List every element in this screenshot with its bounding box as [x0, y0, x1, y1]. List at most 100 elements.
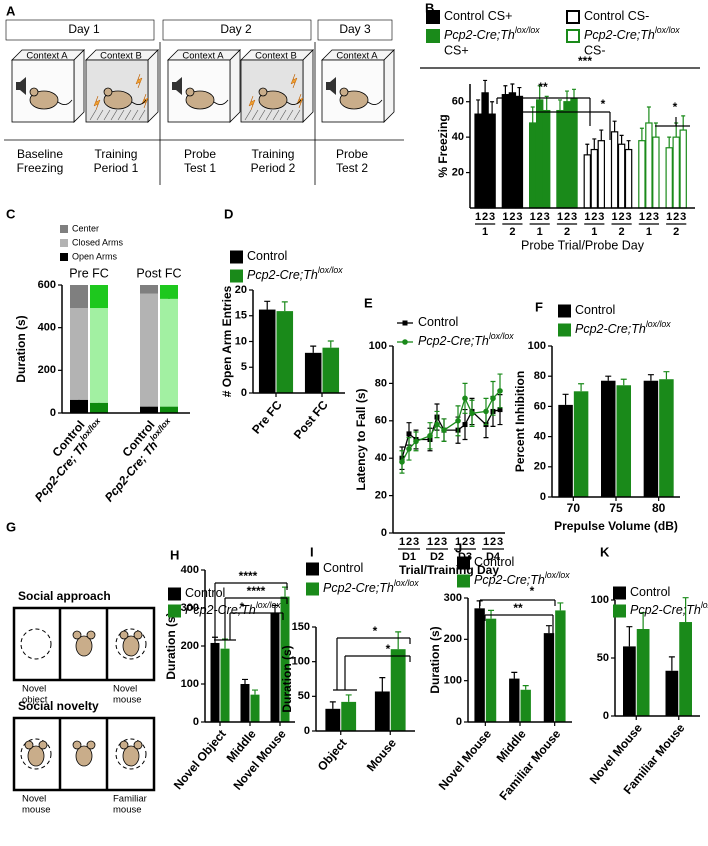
y-tick-label: 20: [235, 284, 247, 296]
panel-label: K: [600, 544, 610, 559]
bar: [520, 689, 531, 722]
bar: [610, 131, 619, 209]
point: [497, 407, 503, 413]
text-part: Pcp2-Cre;Th: [474, 573, 545, 587]
cage: [20, 628, 52, 660]
group-label: 2: [509, 226, 515, 238]
x-tick-label: 2: [591, 211, 597, 223]
bar: [590, 148, 599, 209]
grid-floor: [286, 109, 294, 121]
legend-swatch: [426, 29, 440, 43]
chamber-label: object: [22, 695, 48, 706]
y-tick-label: 0: [50, 407, 56, 419]
bar: [304, 352, 322, 393]
y-tick-label: 20: [375, 490, 387, 502]
bar: [374, 691, 390, 731]
legend-swatch: [306, 562, 319, 576]
y-tick-label: 10: [235, 335, 247, 347]
grid-floor: [117, 109, 125, 121]
mouse: [27, 745, 45, 767]
x-tick-label: 1: [584, 211, 590, 223]
mouse-ear: [24, 740, 34, 750]
text-part: lox/lox: [545, 570, 570, 580]
x-tick-label: 70: [567, 501, 581, 515]
x-tick-label: 1: [502, 211, 508, 223]
text-part: Control: [323, 561, 363, 575]
error-bar: [517, 86, 522, 97]
phase-label: Period 2: [251, 161, 296, 175]
phase-label: Probe: [184, 147, 216, 161]
error-bar: [281, 301, 288, 312]
context-label: Context A: [336, 51, 378, 62]
bar-segment: [160, 285, 178, 299]
error-bar: [646, 106, 651, 123]
legend-label: Pcp2-Cre;Thlox/lox: [323, 578, 419, 595]
text-part: Control CS-: [584, 9, 649, 23]
error-bar: [639, 127, 644, 141]
bar-segment: [140, 293, 158, 407]
legend-label: Center: [72, 223, 99, 233]
chamber-side: [302, 49, 314, 123]
panel-label: A: [6, 3, 16, 18]
error-bar: [544, 95, 549, 111]
panel-label: B: [425, 0, 434, 15]
y-tick-label: 200: [444, 633, 462, 645]
error-bar: [667, 136, 672, 148]
x-tick-label: 3: [680, 211, 686, 223]
mouse: [75, 635, 93, 657]
y-tick-label: 0: [304, 725, 310, 737]
context-label: Context B: [100, 51, 142, 62]
y-axis-title: Latency to Fall (s): [354, 388, 368, 490]
point: [441, 427, 447, 433]
bar: [555, 610, 566, 722]
bar-segment: [140, 406, 158, 413]
mouse: [258, 90, 288, 110]
x-tick-label: 1: [530, 211, 536, 223]
legend-label: Open Arms: [72, 251, 118, 261]
point: [490, 395, 496, 402]
y-tick-label: 80: [375, 377, 387, 389]
y-tick-label: 80: [534, 370, 546, 382]
grid-floor: [265, 109, 273, 121]
bar: [672, 136, 680, 209]
bar: [597, 140, 606, 209]
mouse-tail: [213, 99, 229, 105]
day-label: Day 1: [68, 22, 100, 36]
error-bar: [647, 374, 654, 381]
y-tick-label: 5: [241, 361, 247, 373]
mouse-ear: [38, 740, 48, 750]
point: [406, 431, 412, 437]
point: [483, 408, 489, 415]
panel-label: D: [224, 206, 233, 221]
text-part: Pcp2-Cre;Th: [247, 268, 318, 282]
bar: [617, 143, 626, 209]
y-tick-label: 40: [452, 131, 464, 143]
cage: [115, 738, 147, 770]
mouse: [185, 90, 215, 110]
bar: [665, 670, 679, 716]
error-bar: [619, 134, 624, 145]
group-label: 1: [591, 226, 597, 238]
bar: [679, 129, 687, 209]
y-tick-label: 0: [381, 527, 387, 539]
grid-floor: [251, 109, 259, 121]
error-bar: [626, 626, 633, 647]
legend-label: Pcp2-Cre;Thlox/lox: [630, 600, 708, 617]
error-bar: [490, 101, 495, 115]
x-tick-label: 1: [639, 211, 645, 223]
bar: [509, 678, 520, 722]
y-tick-label: 20: [534, 461, 546, 473]
group-label: 1: [537, 226, 543, 238]
significance-label: *: [240, 600, 245, 614]
point: [469, 410, 475, 417]
legend-label: Control: [247, 249, 287, 263]
text-part: Control: [185, 586, 225, 600]
x-tick-label: Object: [315, 736, 350, 774]
bar: [665, 147, 673, 209]
legend-label: CS+: [444, 43, 469, 57]
text-part: Control: [247, 249, 287, 263]
cage: [20, 738, 52, 770]
y-tick-label: 200: [38, 364, 56, 376]
group-label: 2: [564, 226, 570, 238]
panel-label: C: [6, 206, 16, 221]
